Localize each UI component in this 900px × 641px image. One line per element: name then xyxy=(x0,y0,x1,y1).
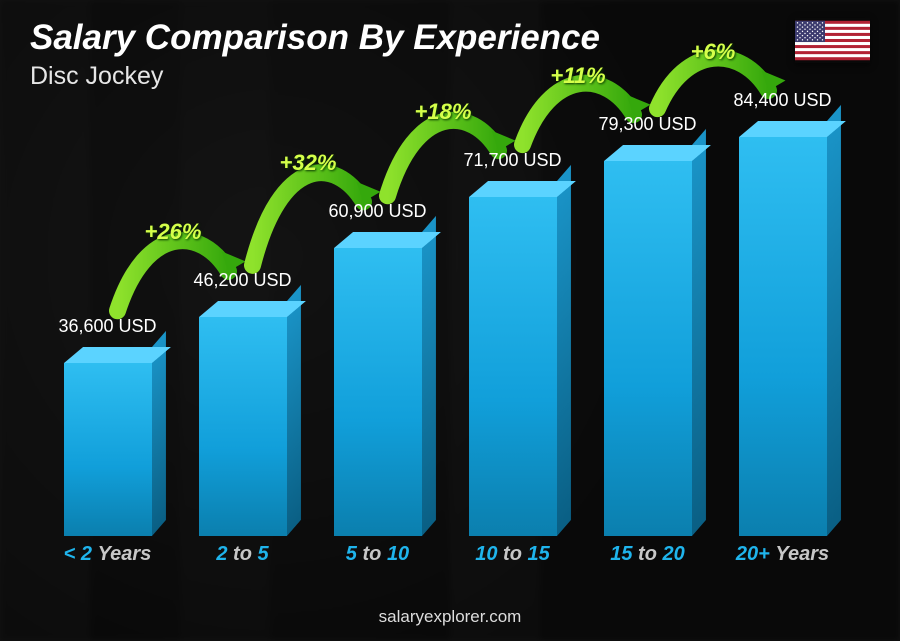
category-pre: 2 xyxy=(216,543,227,565)
category-post: 10 xyxy=(387,543,409,565)
category-post: 5 xyxy=(258,543,269,565)
page-subtitle: Disc Jockey xyxy=(30,62,600,91)
category-mid: to xyxy=(233,543,252,565)
bar-wrap: 60,900 USD xyxy=(310,110,445,536)
bar-wrap: 79,300 USD xyxy=(580,110,715,536)
category-post: 15 xyxy=(528,543,550,565)
bar-column: 71,700 USD xyxy=(445,110,580,536)
category-label: 20+ Years xyxy=(715,543,850,566)
bar-column: 36,600 USD xyxy=(40,110,175,536)
bar-front-face xyxy=(469,197,557,536)
x-axis: < 2 Years2 to 55 to 1010 to 1515 to 2020… xyxy=(40,543,850,566)
bar-column: 79,300 USD xyxy=(580,110,715,536)
bar xyxy=(334,248,422,536)
bar-front-face xyxy=(199,317,287,536)
category-pre: 10 xyxy=(475,543,497,565)
page-title: Salary Comparison By Experience xyxy=(30,18,600,58)
bar xyxy=(64,363,152,536)
value-label: 79,300 USD xyxy=(558,114,738,135)
bar-column: 60,900 USD xyxy=(310,110,445,536)
category-post: Years xyxy=(98,543,152,565)
category-pre: < 2 xyxy=(64,543,92,565)
bar xyxy=(199,317,287,536)
flag-icon xyxy=(795,18,870,63)
bar xyxy=(739,137,827,536)
category-pre: 15 xyxy=(610,543,632,565)
bar-front-face xyxy=(604,161,692,536)
footer-credit: salaryexplorer.com xyxy=(0,607,900,627)
bar-top-face xyxy=(64,347,171,363)
bar-top-face xyxy=(739,121,846,137)
category-label: 15 to 20 xyxy=(580,543,715,566)
bar xyxy=(604,161,692,536)
bar-column: 84,400 USD xyxy=(715,110,850,536)
salary-chart: 36,600 USD46,200 USD60,900 USD71,700 USD… xyxy=(40,110,850,566)
category-post: Years xyxy=(775,543,829,565)
category-mid: to xyxy=(638,543,657,565)
bar-front-face xyxy=(334,248,422,536)
category-label: 5 to 10 xyxy=(310,543,445,566)
bar-side-face xyxy=(422,216,436,536)
header: Salary Comparison By Experience Disc Joc… xyxy=(30,18,870,91)
category-post: 20 xyxy=(663,543,685,565)
category-label: 10 to 15 xyxy=(445,543,580,566)
bar-top-face xyxy=(604,145,711,161)
bars-container: 36,600 USD46,200 USD60,900 USD71,700 USD… xyxy=(40,110,850,536)
bar-side-face xyxy=(692,129,706,536)
value-label: 60,900 USD xyxy=(288,201,468,222)
bar-side-face xyxy=(557,165,571,536)
title-block: Salary Comparison By Experience Disc Joc… xyxy=(30,18,600,91)
category-pre: 20+ xyxy=(736,543,770,565)
value-label: 46,200 USD xyxy=(153,270,333,291)
value-label: 84,400 USD xyxy=(693,90,873,111)
bar-side-face xyxy=(827,104,841,536)
value-label: 36,600 USD xyxy=(18,316,198,337)
bar-top-face xyxy=(334,232,441,248)
bar-wrap: 46,200 USD xyxy=(175,110,310,536)
bar xyxy=(469,197,557,536)
bar-wrap: 36,600 USD xyxy=(40,110,175,536)
bar-column: 46,200 USD xyxy=(175,110,310,536)
bar-front-face xyxy=(739,137,827,536)
category-pre: 5 xyxy=(346,543,357,565)
bar-wrap: 71,700 USD xyxy=(445,110,580,536)
category-mid: to xyxy=(503,543,522,565)
category-label: < 2 Years xyxy=(40,543,175,566)
bar-front-face xyxy=(64,363,152,536)
bar-top-face xyxy=(469,181,576,197)
category-mid: to xyxy=(362,543,381,565)
category-label: 2 to 5 xyxy=(175,543,310,566)
value-label: 71,700 USD xyxy=(423,150,603,171)
bar-side-face xyxy=(287,285,301,536)
bar-wrap: 84,400 USD xyxy=(715,110,850,536)
